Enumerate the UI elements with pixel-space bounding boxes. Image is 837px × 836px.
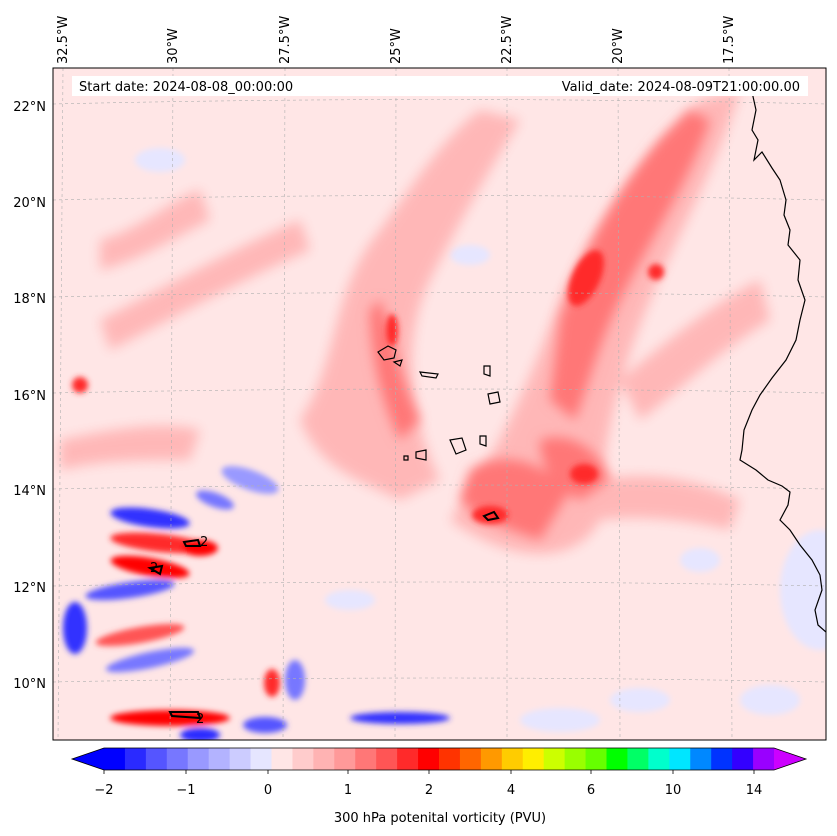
colorbar-swatch xyxy=(480,748,503,770)
cbar-tick-6: 6 xyxy=(587,783,595,798)
colorbar-swatch xyxy=(711,748,733,770)
colorbar-swatch xyxy=(229,748,252,770)
colorbar xyxy=(70,747,808,774)
lon-label-27.5w: 27.5°W xyxy=(278,16,293,64)
cbar-tick-1: 1 xyxy=(344,783,352,798)
cbar-tick-2: 2 xyxy=(425,783,433,798)
contour-label-a: 2 xyxy=(200,535,208,550)
lat-label-10n: 10°N xyxy=(13,677,46,692)
colorbar-swatch xyxy=(187,748,210,770)
contour-label-c: 2 xyxy=(196,712,204,727)
colorbar-swatch xyxy=(355,748,377,770)
latitude-labels: 22°N 20°N 18°N 16°N 14°N 12°N 10°N xyxy=(13,100,46,692)
lon-label-22.5w: 22.5°W xyxy=(500,16,515,64)
lon-label-25w: 25°W xyxy=(389,28,404,64)
pv-field: 2 2 2 Start date: 2024-08-08_00:00:00 Va… xyxy=(53,68,826,740)
colorbar-swatch xyxy=(124,748,147,770)
colorbar-swatch xyxy=(648,748,670,770)
colorbar-swatch xyxy=(376,748,398,770)
colorbar-swatch xyxy=(313,748,335,770)
colorbar-ticks: −2 −1 0 1 2 4 6 10 14 xyxy=(94,783,762,798)
lat-label-14n: 14°N xyxy=(13,484,46,499)
colorbar-over-arrow xyxy=(774,748,806,770)
colorbar-swatch xyxy=(501,748,524,770)
colorbar-swatch xyxy=(459,748,482,770)
valid-date-label: Valid_date: 2024-08-09T21:00:00.00 xyxy=(562,80,800,95)
pv-waves xyxy=(63,466,450,740)
colorbar-swatch xyxy=(627,748,649,770)
colorbar-title: 300 hPa potenital vorticity (PVU) xyxy=(334,811,546,826)
colorbar-swatch xyxy=(104,748,126,770)
start-date-label: Start date: 2024-08-08_00:00:00 xyxy=(79,80,293,95)
africa-coastline xyxy=(739,91,826,633)
colorbar-swatch xyxy=(669,748,691,770)
cbar-tick-0: 0 xyxy=(264,783,272,798)
colorbar-swatch xyxy=(208,748,231,770)
cape-verde-islands xyxy=(377,345,501,461)
colorbar-swatch xyxy=(166,748,189,770)
pv-maxima xyxy=(72,250,664,697)
lon-label-20w: 20°W xyxy=(611,28,626,64)
colorbar-swatch xyxy=(292,748,314,770)
lat-label-16n: 16°N xyxy=(13,389,46,404)
colorbar-swatch xyxy=(522,748,545,770)
colorbar-swatch xyxy=(732,748,754,770)
annotation-box xyxy=(72,76,808,96)
cbar-tick-10: 10 xyxy=(665,783,682,798)
cbar-tick-neg2: −2 xyxy=(94,783,113,798)
colorbar-swatch xyxy=(606,748,628,770)
lat-label-18n: 18°N xyxy=(13,292,46,307)
colorbar-swatch xyxy=(753,748,775,770)
lon-label-32.5w: 32.5°W xyxy=(56,16,71,64)
colorbar-swatch xyxy=(690,748,712,770)
colorbar-under-arrow xyxy=(72,748,104,770)
lon-label-30w: 30°W xyxy=(166,28,181,64)
colorbar-swatch xyxy=(334,748,356,770)
longitude-labels: 32.5°W 30°W 27.5°W 25°W 22.5°W 20°W 17.5… xyxy=(56,16,737,64)
pv-plume-core xyxy=(370,110,710,540)
colorbar-swatch xyxy=(418,748,440,770)
map-frame xyxy=(52,67,827,741)
colorbar-swatch xyxy=(439,748,461,770)
cbar-tick-neg1: −1 xyxy=(176,783,195,798)
colorbar-swatch xyxy=(271,748,293,770)
cbar-tick-4: 4 xyxy=(507,783,515,798)
colorbar-swatch xyxy=(250,748,272,770)
colorbar-swatch xyxy=(145,748,168,770)
colorbar-swatch xyxy=(564,748,587,770)
lat-label-22n: 22°N xyxy=(13,100,46,115)
lat-label-12n: 12°N xyxy=(13,581,46,596)
lat-label-20n: 20°N xyxy=(13,196,46,211)
graticule xyxy=(53,68,826,740)
pv-2-contours xyxy=(147,510,500,720)
cbar-tick-14: 14 xyxy=(746,783,763,798)
colorbar-swatch xyxy=(585,748,607,770)
lon-label-17.5w: 17.5°W xyxy=(722,16,737,64)
colorbar-swatch xyxy=(397,748,419,770)
contour-label-b: 2 xyxy=(150,561,158,576)
colorbar-swatch xyxy=(543,748,566,770)
